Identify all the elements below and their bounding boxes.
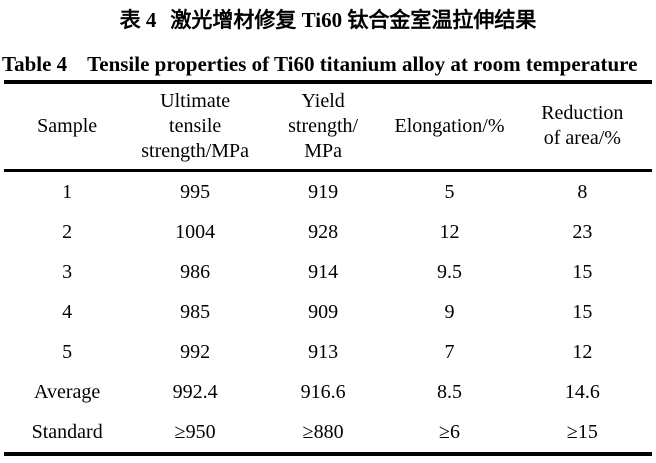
- table-cell: 992: [180, 340, 211, 363]
- table-cell: 2: [62, 220, 73, 243]
- table-row-standard: Standard ≥950 ≥880 ≥6 ≥15: [4, 412, 652, 454]
- table-row-average: Average 992.4 916.6 8.5 14.6: [4, 372, 652, 412]
- table-row: 1 995 919 5 8: [4, 170, 652, 212]
- column-header-reduction-of-area: Reduction of area/%: [541, 102, 624, 150]
- table-cell: Average: [34, 380, 101, 403]
- table-cell: 985: [180, 300, 211, 323]
- table-cell: 8.5: [436, 380, 462, 403]
- table-cell: 995: [180, 180, 211, 203]
- tensile-properties-table: Sample Ultimate tensile strength/MPa Yie…: [4, 80, 652, 456]
- table-row: 4 985 909 9 15: [4, 292, 652, 332]
- table-caption-zh-label: 表 4: [119, 8, 157, 32]
- column-header-sample: Sample: [37, 114, 98, 137]
- table-cell: 5: [444, 180, 455, 203]
- column-header-yield-strength: Yield strength/ MPa: [288, 89, 359, 162]
- table-row: 3 986 914 9.5 15: [4, 252, 652, 292]
- table-cell: 12: [572, 340, 593, 363]
- table-cell: ≥950: [174, 420, 216, 443]
- table-row: 2 1004 928 12 23: [4, 212, 652, 252]
- table-cell: 9.5: [436, 260, 462, 283]
- table-cell: 1: [62, 180, 73, 203]
- table-cell: 12: [439, 220, 460, 243]
- table-cell: ≥880: [302, 420, 344, 443]
- table-cell: 15: [572, 300, 593, 323]
- column-header-ultimate-tensile-strength: Ultimate tensile strength/MPa: [141, 89, 250, 162]
- table-header-row: Sample Ultimate tensile strength/MPa Yie…: [4, 82, 652, 170]
- table-cell: 992.4: [172, 380, 218, 403]
- table-cell: 919: [308, 180, 339, 203]
- table-cell: 4: [62, 300, 73, 323]
- table-cell: Standard: [31, 420, 103, 443]
- table-cell: 909: [308, 300, 339, 323]
- table-caption-zh-text: 激光增材修复 Ti60 钛合金室温拉伸结果: [170, 8, 537, 32]
- table-row: 5 992 913 7 12: [4, 332, 652, 372]
- table-cell: 928: [308, 220, 339, 243]
- table-caption-en-label: Table 4: [2, 52, 68, 76]
- table-caption-en-text: Tensile properties of Ti60 titanium allo…: [87, 52, 638, 76]
- table-caption-zh: 表 4 激光增材修复 Ti60 钛合金室温拉伸结果: [0, 0, 656, 33]
- table-cell: 914: [308, 260, 339, 283]
- table-cell: 1004: [175, 220, 216, 243]
- table-cell: 23: [572, 220, 593, 243]
- table-cell: 15: [572, 260, 593, 283]
- table-cell: 7: [444, 340, 455, 363]
- table-cell: ≥6: [439, 420, 460, 443]
- table-cell: ≥15: [566, 420, 598, 443]
- table-cell: 14.6: [564, 380, 600, 403]
- table-cell: 3: [62, 260, 73, 283]
- table-cell: 9: [444, 300, 455, 323]
- table-caption-en: Table 4 Tensile properties of Ti60 titan…: [0, 51, 656, 77]
- table-cell: 986: [180, 260, 211, 283]
- table-cell: 5: [62, 340, 73, 363]
- table-cell: 8: [577, 180, 588, 203]
- table-cell: 913: [308, 340, 339, 363]
- column-header-elongation: Elongation/%: [394, 114, 505, 137]
- table-cell: 916.6: [300, 380, 346, 403]
